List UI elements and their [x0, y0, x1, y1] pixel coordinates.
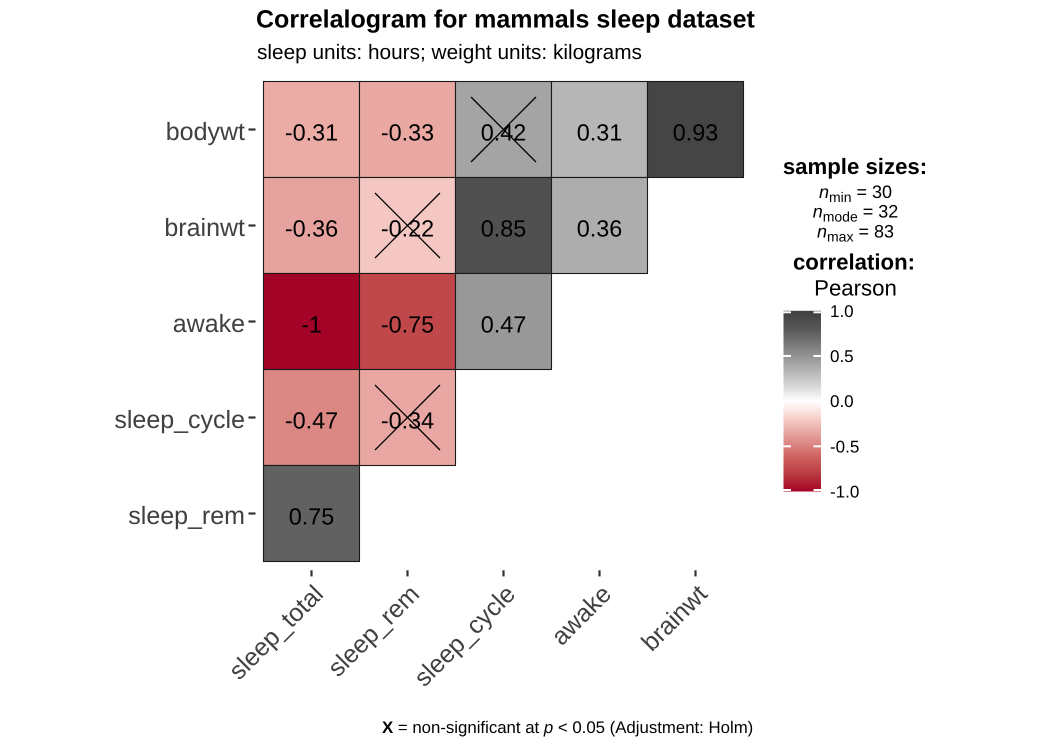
svg-text:0.5: 0.5 [830, 347, 854, 366]
svg-text:-0.75: -0.75 [381, 311, 434, 337]
svg-text:0.47: 0.47 [481, 311, 527, 337]
svg-text:-1: -1 [301, 311, 322, 337]
svg-text:-0.5: -0.5 [830, 437, 859, 456]
svg-text:1.0: 1.0 [830, 302, 854, 321]
svg-text:sample sizes:: sample sizes: [783, 154, 927, 179]
svg-text:correlation:: correlation: [793, 250, 915, 275]
svg-text:sleep units: hours; weight uni: sleep units: hours; weight units: kilogr… [257, 41, 642, 64]
svg-text:nmode = 32: nmode = 32 [813, 202, 899, 225]
svg-text:brainwt: brainwt [164, 214, 245, 242]
svg-text:nmin = 30: nmin = 30 [819, 182, 892, 205]
svg-text:-0.31: -0.31 [285, 119, 338, 145]
svg-text:nmax = 83: nmax = 83 [817, 222, 894, 245]
svg-text:Pearson: Pearson [814, 276, 897, 301]
svg-text:-0.47: -0.47 [285, 407, 338, 433]
svg-text:bodywt: bodywt [166, 118, 245, 146]
svg-text:0.0: 0.0 [830, 392, 854, 411]
svg-text:Correlalogram for mammals slee: Correlalogram for mammals sleep dataset [256, 6, 755, 34]
svg-text:-0.33: -0.33 [381, 119, 434, 145]
svg-text:X = non-significant at p < 0.0: X = non-significant at p < 0.05 (Adjustm… [382, 718, 753, 737]
svg-text:0.93: 0.93 [673, 119, 719, 145]
svg-text:-0.22: -0.22 [381, 215, 434, 241]
svg-text:0.85: 0.85 [481, 215, 527, 241]
svg-text:-0.36: -0.36 [285, 215, 338, 241]
svg-text:sleep_cycle: sleep_cycle [114, 406, 245, 434]
svg-text:-0.34: -0.34 [381, 407, 434, 433]
svg-text:-1.0: -1.0 [830, 483, 859, 502]
svg-text:0.75: 0.75 [289, 503, 335, 529]
svg-text:0.42: 0.42 [481, 119, 527, 145]
svg-text:0.31: 0.31 [577, 119, 623, 145]
svg-text:awake: awake [173, 310, 245, 338]
svg-text:0.36: 0.36 [577, 215, 623, 241]
svg-text:sleep_rem: sleep_rem [128, 502, 245, 530]
